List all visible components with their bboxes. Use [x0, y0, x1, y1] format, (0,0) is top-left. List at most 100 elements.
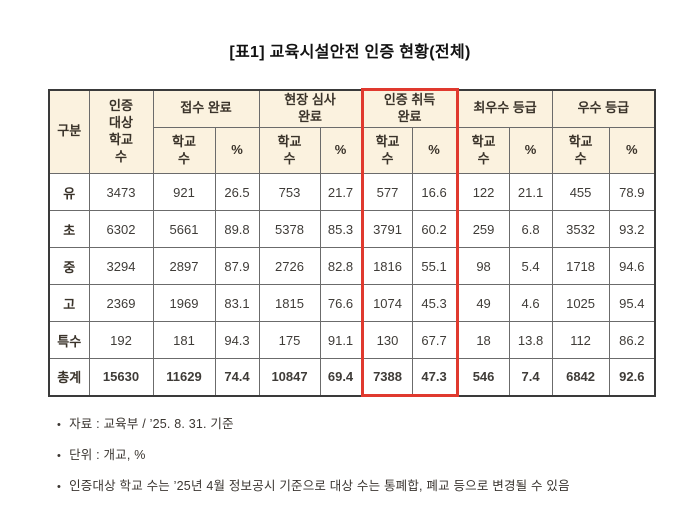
data-cell: 21.1 [508, 173, 553, 211]
data-cell: 13.8 [508, 321, 553, 359]
table-row-middle: 중 3294 2897 87.9 2726 82.8 1816 55.1 98 … [48, 247, 656, 285]
data-cell: 55.1 [411, 247, 459, 285]
data-cell: 85.3 [319, 210, 363, 248]
data-cell: 6302 [88, 210, 154, 248]
data-cell: 5661 [152, 210, 216, 248]
table-row-high: 고 2369 1969 83.1 1815 76.6 1074 45.3 49 … [48, 284, 656, 322]
data-cell: 259 [456, 210, 510, 248]
certification-status-table: 구분 인증 대상 학교 수 접수 완료 현장 심사 완료 인증 취득 완료 최우… [48, 88, 657, 397]
data-cell: 60.2 [411, 210, 459, 248]
subheader-percent: % [411, 127, 459, 174]
data-cell: 18 [456, 321, 510, 359]
data-cell: 87.9 [214, 247, 260, 285]
data-cell: 175 [258, 321, 321, 359]
table-title: [표1] 교육시설안전 인증 현황(전체) [229, 44, 471, 61]
data-cell: 3791 [360, 210, 413, 248]
row-label: 총계 [48, 358, 90, 396]
data-cell: 7.4 [508, 358, 553, 396]
data-cell: 15630 [88, 358, 154, 396]
data-cell: 67.7 [411, 321, 459, 359]
data-cell: 2369 [88, 284, 154, 322]
data-cell: 86.2 [608, 321, 656, 359]
data-cell: 753 [258, 173, 321, 211]
data-cell: 91.1 [319, 321, 363, 359]
subheader-percent: % [214, 127, 260, 174]
header-group-certification-acquired: 인증 취득 완료 [360, 88, 459, 128]
data-cell: 95.4 [608, 284, 656, 322]
header-group-excellent-grade: 우수 등급 [551, 89, 656, 128]
data-cell: 5378 [258, 210, 321, 248]
data-cell: 6842 [551, 358, 610, 396]
data-cell: 546 [456, 358, 510, 396]
data-cell: 130 [360, 321, 413, 359]
data-cell: 16.6 [411, 173, 459, 211]
data-cell: 577 [360, 173, 413, 211]
data-cell: 69.4 [319, 358, 363, 396]
data-cell: 93.2 [608, 210, 656, 248]
footnote-source: • 자료 : 교육부 / ’25. 8. 31. 기준 [57, 413, 700, 432]
subheader-schools: 학교 수 [360, 127, 413, 174]
data-cell: 4.6 [508, 284, 553, 322]
subheader-schools: 학교 수 [258, 127, 321, 174]
data-cell: 1969 [152, 284, 216, 322]
data-cell: 1025 [551, 284, 610, 322]
table-row-kindergarten: 유 3473 921 26.5 753 21.7 577 16.6 122 21… [48, 173, 656, 211]
header-group-reception-complete: 접수 완료 [152, 89, 260, 128]
data-cell: 3532 [551, 210, 610, 248]
footnote-unit: • 단위 : 개교, % [57, 444, 700, 463]
data-cell: 76.6 [319, 284, 363, 322]
data-cell: 21.7 [319, 173, 363, 211]
header-group-row: 구분 인증 대상 학교 수 접수 완료 현장 심사 완료 인증 취득 완료 최우… [48, 88, 656, 174]
row-label: 초 [48, 210, 90, 248]
row-label: 유 [48, 173, 90, 211]
subheader-percent: % [319, 127, 363, 174]
row-label: 고 [48, 284, 90, 322]
data-cell: 83.1 [214, 284, 260, 322]
data-cell: 10847 [258, 358, 321, 396]
table-body: 유 3473 921 26.5 753 21.7 577 16.6 122 21… [48, 173, 656, 397]
table-row-total: 총계 15630 11629 74.4 10847 69.4 7388 47.3… [48, 358, 656, 397]
table-row-elementary: 초 6302 5661 89.8 5378 85.3 3791 60.2 259… [48, 210, 656, 248]
data-cell: 2897 [152, 247, 216, 285]
data-cell: 1816 [360, 247, 413, 285]
data-cell: 47.3 [411, 358, 459, 397]
header-group-onsite-review-complete: 현장 심사 완료 [258, 89, 363, 128]
data-cell: 112 [551, 321, 610, 359]
data-cell: 192 [88, 321, 154, 359]
bullet-icon: • [57, 450, 62, 462]
data-cell: 455 [551, 173, 610, 211]
data-cell: 1074 [360, 284, 413, 322]
data-cell: 94.3 [214, 321, 260, 359]
header-sub-row: 학교 수 % 학교 수 % 학교 수 % 학교 수 % 학교 수 % [49, 127, 656, 174]
table-header: 구분 인증 대상 학교 수 접수 완료 현장 심사 완료 인증 취득 완료 최우… [48, 88, 656, 174]
data-cell: 181 [152, 321, 216, 359]
data-cell: 5.4 [508, 247, 553, 285]
header-cell-category: 구분 [48, 89, 90, 174]
footnote-text: 자료 : 교육부 / ’25. 8. 31. 기준 [69, 417, 234, 431]
data-cell: 7388 [360, 358, 413, 397]
header-group-top-grade: 최우수 등급 [456, 89, 553, 128]
subheader-schools: 학교 수 [551, 127, 610, 174]
data-cell: 2726 [258, 247, 321, 285]
data-cell: 49 [456, 284, 510, 322]
data-cell: 78.9 [608, 173, 656, 211]
footnote-text: 단위 : 개교, % [69, 448, 146, 462]
header-cell-target-schools: 인증 대상 학교 수 [88, 89, 154, 174]
data-cell: 1718 [551, 247, 610, 285]
subheader-schools: 학교 수 [456, 127, 510, 174]
subheader-percent: % [608, 127, 656, 174]
data-cell: 26.5 [214, 173, 260, 211]
data-cell: 94.6 [608, 247, 656, 285]
footnotes: • 자료 : 교육부 / ’25. 8. 31. 기준 • 단위 : 개교, %… [57, 413, 700, 494]
data-cell: 45.3 [411, 284, 459, 322]
bullet-icon: • [57, 419, 62, 431]
data-cell: 3294 [88, 247, 154, 285]
data-cell: 122 [456, 173, 510, 211]
row-label: 중 [48, 247, 90, 285]
footnote-caveat: • 인증대상 학교 수는 ’25년 4월 정보공시 기준으로 대상 수는 통폐합… [57, 475, 700, 494]
data-cell: 89.8 [214, 210, 260, 248]
data-cell: 74.4 [214, 358, 260, 396]
data-cell: 11629 [152, 358, 216, 396]
row-label: 특수 [48, 321, 90, 359]
